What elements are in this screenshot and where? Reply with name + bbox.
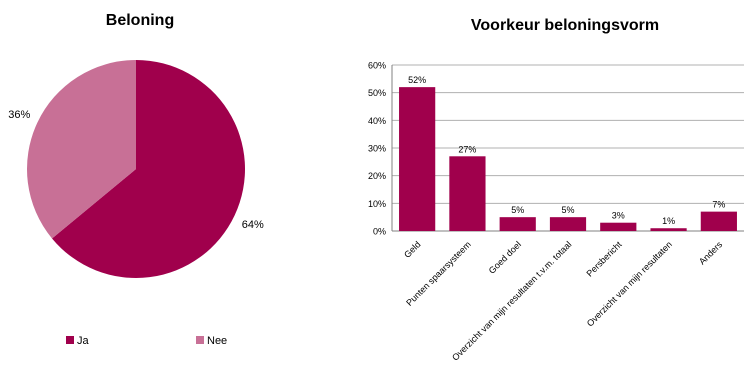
- bar-value-label: 52%: [408, 75, 426, 85]
- pie-slice-nee: [26, 60, 137, 239]
- x-tick-label: Anders: [697, 239, 725, 267]
- legend-label-nee: Nee: [207, 335, 227, 347]
- pie-label-nee: 36%: [8, 109, 30, 121]
- bar-value-label: 7%: [712, 200, 725, 210]
- bar-value-label: 3%: [612, 211, 625, 221]
- bar: [499, 217, 536, 231]
- y-tick-label: 10%: [368, 199, 386, 209]
- bar-chart-title: Voorkeur beloningsvorm: [470, 17, 660, 34]
- x-tick-label: Overzicht van mijn resultaten t.v.m. tot…: [450, 239, 573, 362]
- bar: [600, 222, 637, 231]
- legend-swatch-ja: [66, 336, 74, 344]
- legend-label-ja: Ja: [77, 335, 90, 347]
- bar: [700, 211, 737, 231]
- pie-label-ja: 64%: [242, 219, 264, 231]
- y-tick-label: 40%: [368, 116, 386, 126]
- bar-value-label: 1%: [662, 216, 675, 226]
- y-tick-label: 20%: [368, 171, 386, 181]
- bar: [399, 87, 436, 231]
- bar-value-label: 5%: [561, 205, 574, 215]
- pie-legend: Ja Nee: [66, 335, 227, 347]
- bar: [549, 217, 587, 231]
- y-tick-label: 60%: [368, 61, 386, 71]
- bar: [650, 228, 687, 231]
- pie-slice-ja: [52, 60, 246, 279]
- bar: [449, 156, 486, 231]
- y-tick-label: 50%: [368, 88, 386, 98]
- bar-value-label: 27%: [458, 144, 476, 154]
- x-tick-label: Geld: [402, 239, 423, 260]
- y-tick-label: 30%: [368, 144, 386, 154]
- y-tick-label: 0%: [373, 227, 386, 237]
- x-tick-label: Persbericht: [584, 239, 624, 279]
- legend-swatch-nee: [196, 336, 204, 344]
- x-tick-label: Goed doel: [487, 239, 523, 275]
- bar-value-label: 5%: [511, 205, 524, 215]
- pie-chart-title: Beloning: [105, 12, 175, 29]
- pie-chart: 64% 36%: [8, 60, 264, 279]
- x-tick-label: Overzicht van mijn resultaten: [585, 239, 674, 328]
